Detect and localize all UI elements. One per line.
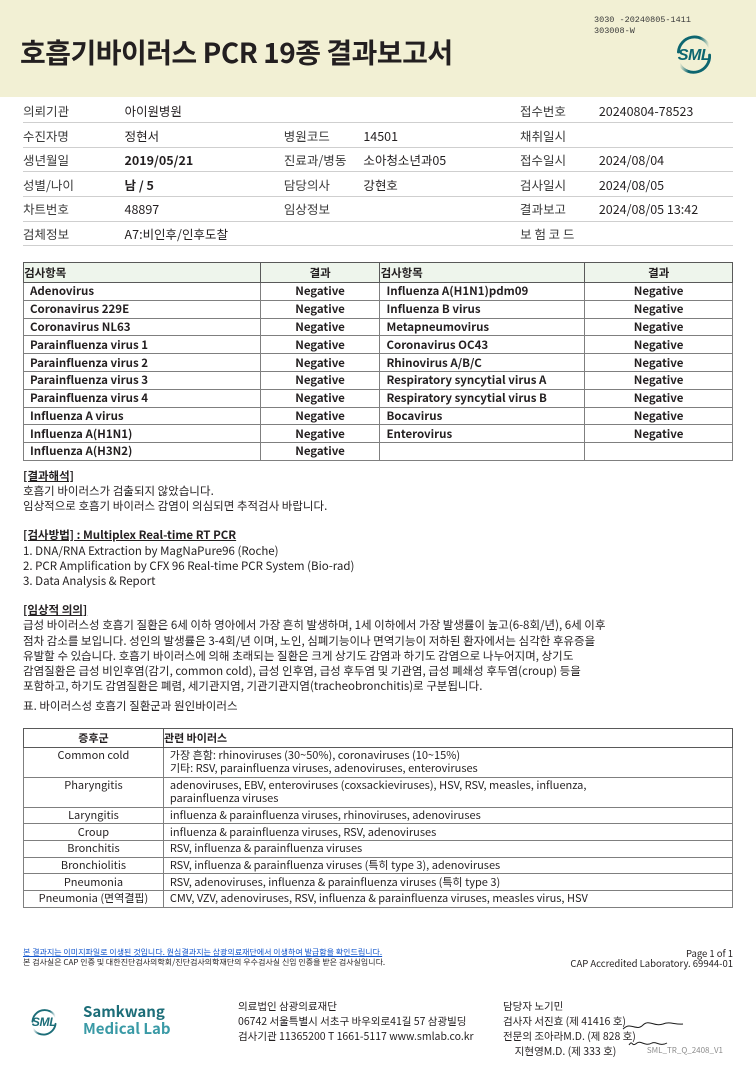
svg-text:SML: SML: [32, 1015, 56, 1029]
svg-text:SML: SML: [678, 46, 710, 64]
